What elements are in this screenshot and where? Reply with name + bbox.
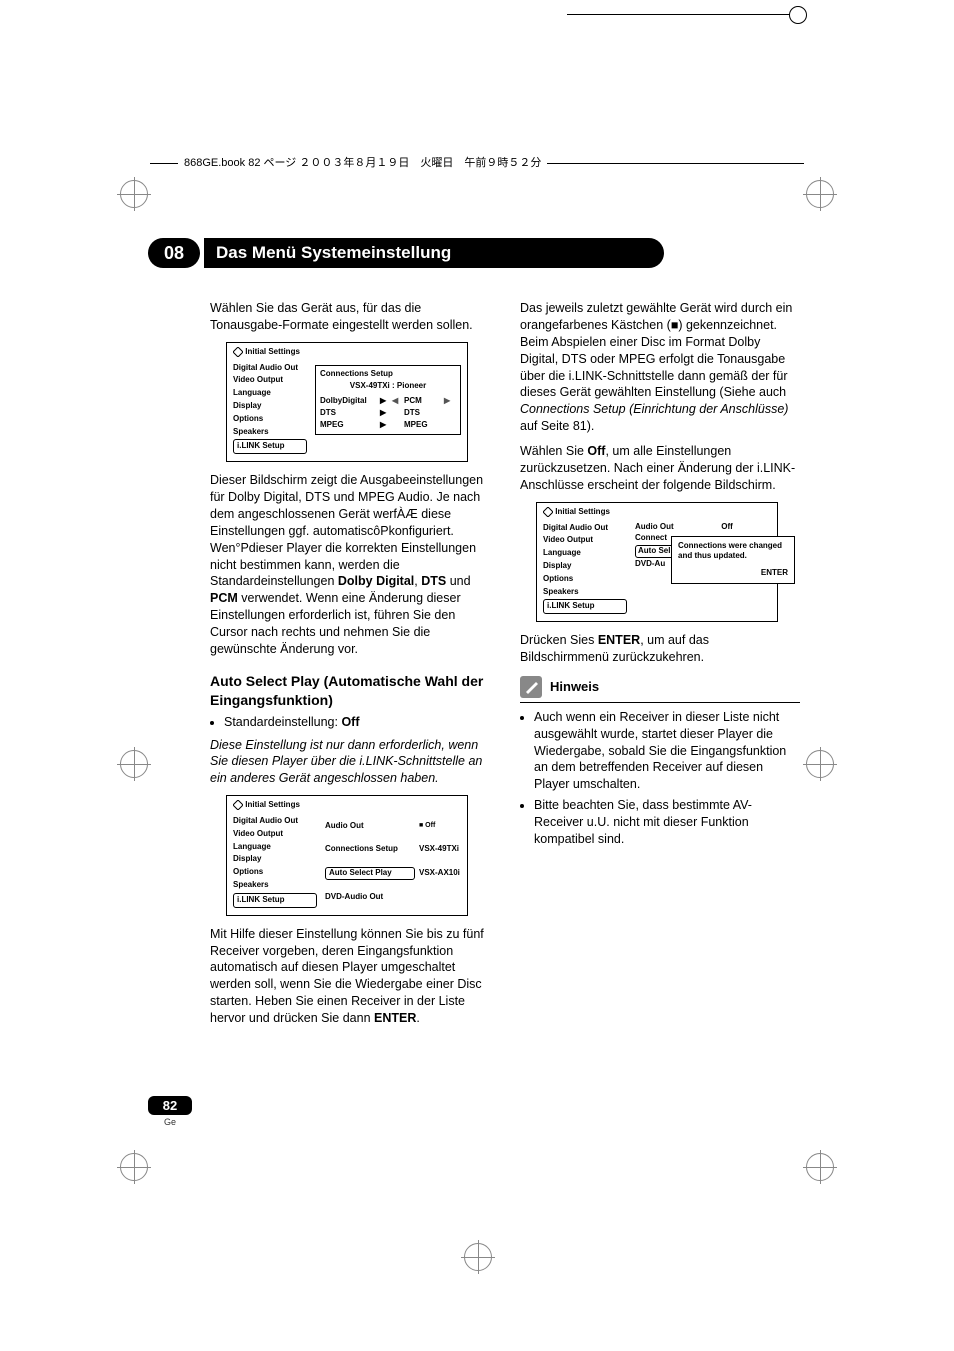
osd-subtitle: Connections Setup: [320, 369, 456, 380]
osd-value: VSX-AX10i: [419, 868, 461, 879]
osd-menu-item-selected: i.LINK Setup: [233, 439, 307, 454]
bullet-list: Standardeinstellung: Off: [210, 714, 490, 731]
osd-label: Audio Out: [635, 522, 683, 533]
osd-title: Initial Settings: [245, 800, 300, 809]
osd-label: Connections Setup: [325, 844, 415, 855]
osd-value: DTS: [404, 408, 444, 419]
osd-menu-item: Video Output: [543, 534, 627, 547]
popup-text: and thus updated.: [678, 551, 788, 562]
osd-menu-item: Speakers: [233, 879, 317, 892]
arrow-right-icon: ▶: [380, 408, 392, 419]
diamond-icon: [233, 800, 243, 810]
chapter-rule: [567, 14, 799, 15]
osd-menu-item: Options: [233, 413, 307, 426]
reg-mark: [120, 750, 148, 778]
page-footer: 82 Ge: [148, 1096, 192, 1127]
reg-mark: [464, 1243, 492, 1271]
osd-label: MPEG: [320, 420, 380, 431]
reg-mark: [806, 1153, 834, 1181]
chapter-heading: 08 Das Menü Systemeinstellung: [148, 238, 668, 268]
body-text-italic: Diese Einstellung ist nur dann erforderl…: [210, 737, 490, 788]
diamond-icon: [233, 347, 243, 357]
osd-screenshot: Initial Settings Digital Audio Out Video…: [226, 795, 468, 915]
osd-menu-item: Language: [543, 547, 627, 560]
reg-mark: [120, 180, 148, 208]
osd-label: DVD-Audio Out: [325, 892, 415, 903]
osd-screenshot: Initial Settings Digital Audio Out Video…: [536, 502, 778, 622]
body-text: Drücken Sies ENTER, um auf das Bildschir…: [520, 632, 800, 666]
list-item: Bitte beachten Sie, dass bestimmte AV-Re…: [534, 797, 800, 848]
section-heading: Auto Select Play (Automatische Wahl der …: [210, 672, 490, 710]
osd-menu-item: Speakers: [543, 586, 627, 599]
osd-menu-item: Options: [233, 866, 317, 879]
reg-mark: [120, 1153, 148, 1181]
arrow-left-icon: ◀: [392, 396, 404, 407]
pencil-icon: [520, 676, 542, 698]
osd-popup: Connections were changed and thus update…: [671, 536, 795, 584]
diamond-icon: [543, 507, 553, 517]
osd-menu-item: Video Output: [233, 374, 307, 387]
arrow-right-icon: ▶: [380, 420, 392, 431]
bullet-list: Auch wenn ein Receiver in dieser Liste n…: [520, 709, 800, 848]
osd-label: Audio Out: [325, 821, 415, 832]
left-column: Wählen Sie das Gerät aus, für das die To…: [210, 300, 490, 1035]
osd-menu-item: Language: [233, 841, 317, 854]
popup-text: Connections were changed: [678, 541, 788, 552]
note-rule: [520, 702, 800, 703]
osd-value: PCM: [404, 396, 444, 407]
osd-menu-item: Display: [543, 560, 627, 573]
osd-menu-item-selected: i.LINK Setup: [233, 893, 317, 908]
header-book-info: 868GE.book 82 ページ ２００３年８月１９日 火曜日 午前９時５２分: [178, 154, 547, 170]
osd-menu-item: Digital Audio Out: [233, 362, 307, 375]
arrow-right-icon: ▶: [380, 396, 392, 407]
osd-menu-item: Language: [233, 387, 307, 400]
body-text: Wählen Sie das Gerät aus, für das die To…: [210, 300, 490, 334]
osd-menu-item-selected: i.LINK Setup: [543, 599, 627, 614]
osd-label: DolbyDigital: [320, 396, 380, 407]
osd-value: MPEG: [404, 420, 444, 431]
osd-value: VSX-49TXi: [419, 844, 461, 855]
list-item: Standardeinstellung: Off: [224, 714, 490, 731]
popup-enter: ENTER: [678, 568, 788, 579]
body-text: Das jeweils zuletzt gewählte Gerät wird …: [520, 300, 800, 435]
chapter-number: 08: [148, 238, 200, 268]
osd-menu-item: Speakers: [233, 426, 307, 439]
page-language: Ge: [148, 1117, 192, 1127]
osd-label-selected: Auto Select Play: [325, 867, 415, 880]
page-number: 82: [148, 1096, 192, 1115]
osd-menu-item: Video Output: [233, 828, 317, 841]
body-text: Mit Hilfe dieser Einstellung können Sie …: [210, 926, 490, 1027]
osd-menu-item: Display: [233, 853, 317, 866]
note-label: Hinweis: [550, 678, 599, 696]
reg-mark: [806, 180, 834, 208]
osd-menu-item: Options: [543, 573, 627, 586]
osd-menu-item: Digital Audio Out: [543, 522, 627, 535]
osd-menu-item: Digital Audio Out: [233, 815, 317, 828]
reg-mark: [806, 750, 834, 778]
chapter-title: Das Menü Systemeinstellung: [204, 238, 664, 268]
osd-value: ■ Off: [419, 821, 461, 830]
osd-title: Initial Settings: [245, 347, 300, 356]
body-text: Dieser Bildschirm zeigt die Ausgabeeinst…: [210, 472, 490, 658]
osd-title: Initial Settings: [555, 507, 610, 516]
osd-label: DTS: [320, 408, 380, 419]
list-item: Auch wenn ein Receiver in dieser Liste n…: [534, 709, 800, 793]
note-heading: Hinweis: [520, 676, 800, 698]
osd-value: Off: [683, 522, 771, 533]
osd-screenshot: Initial Settings Digital Audio Out Video…: [226, 342, 468, 462]
right-column: Das jeweils zuletzt gewählte Gerät wird …: [520, 300, 800, 1035]
body-text: Wählen Sie Off, um alle Einstellungen zu…: [520, 443, 800, 494]
osd-menu-item: Display: [233, 400, 307, 413]
arrow-right-icon: ▶: [444, 396, 456, 407]
osd-device: VSX-49TXi : Pioneer: [320, 381, 456, 392]
